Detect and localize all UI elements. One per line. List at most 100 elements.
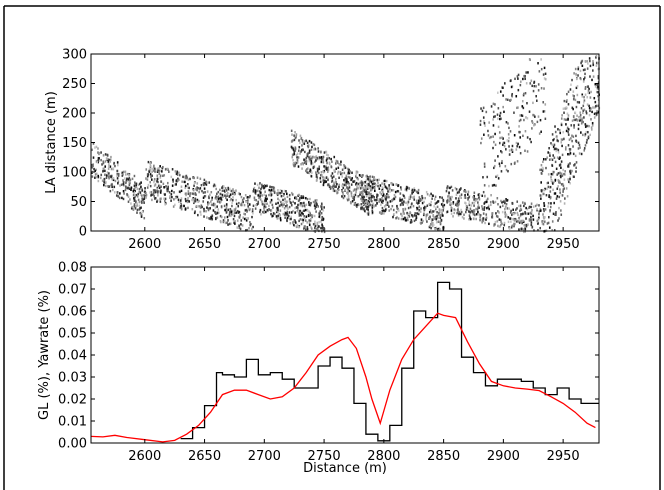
scatter-point <box>314 201 317 204</box>
scatter-point <box>230 198 233 201</box>
scatter-point <box>232 196 234 199</box>
scatter-point <box>550 179 553 182</box>
scatter-point <box>457 203 460 206</box>
scatter-point <box>306 144 309 148</box>
scatter-point <box>341 175 344 178</box>
scatter-point <box>565 187 568 190</box>
scatter-point <box>382 194 384 197</box>
scatter-point <box>213 183 216 186</box>
scatter-point <box>223 216 226 219</box>
scatter-point <box>577 141 580 145</box>
scatter-point <box>457 214 460 217</box>
scatter-point <box>383 183 386 186</box>
scatter-point <box>318 156 321 159</box>
scatter-y-axis-label: LA distance (m) <box>44 91 59 194</box>
scatter-point <box>260 213 262 216</box>
scatter-point <box>536 120 539 124</box>
scatter-point <box>478 213 481 216</box>
scatter-point <box>503 221 506 225</box>
scatter-point <box>234 209 237 213</box>
scatter-point <box>468 196 470 199</box>
scatter-point <box>486 175 489 179</box>
scatter-point <box>207 207 210 210</box>
scatter-point <box>395 217 397 220</box>
scatter-point <box>358 185 361 188</box>
scatter-point <box>311 214 314 217</box>
scatter-point <box>456 211 458 215</box>
scatter-point <box>277 191 280 195</box>
scatter-point <box>324 150 327 154</box>
scatter-point <box>417 191 420 195</box>
scatter-point <box>301 196 303 200</box>
scatter-point <box>204 182 206 185</box>
scatter-point <box>333 169 336 172</box>
scatter-point <box>516 106 518 110</box>
scatter-point <box>305 162 308 166</box>
scatter-point <box>412 204 415 208</box>
y-tick-label: 0.07 <box>58 283 87 298</box>
scatter-point <box>371 186 374 189</box>
scatter-point <box>399 186 402 189</box>
scatter-point <box>366 184 368 188</box>
scatter-point <box>128 173 130 177</box>
scatter-point <box>457 197 460 200</box>
scatter-point <box>473 197 476 200</box>
scatter-point <box>320 158 323 161</box>
scatter-point <box>356 184 358 188</box>
scatter-point <box>351 177 353 180</box>
scatter-point <box>497 210 499 213</box>
scatter-point <box>423 212 425 215</box>
scatter-point <box>523 118 525 122</box>
scatter-point <box>372 202 375 206</box>
scatter-point <box>409 211 411 214</box>
scatter-point <box>385 200 387 203</box>
scatter-point <box>573 97 575 100</box>
scatter-point <box>366 187 369 191</box>
scatter-point <box>178 200 180 204</box>
scatter-point <box>193 192 196 196</box>
scatter-point <box>363 186 366 189</box>
scatter-point <box>365 179 367 182</box>
scatter-point <box>421 221 423 224</box>
scatter-point <box>496 91 499 94</box>
scatter-point <box>235 206 237 209</box>
scatter-point <box>339 171 342 174</box>
scatter-point <box>432 223 435 227</box>
scatter-point <box>193 211 196 215</box>
scatter-point <box>390 189 393 192</box>
scatter-point <box>348 171 351 175</box>
scatter-point <box>507 169 509 173</box>
scatter-point <box>252 204 255 207</box>
scatter-point <box>519 83 522 87</box>
scatter-point <box>552 188 554 192</box>
scatter-point <box>583 108 586 111</box>
scatter-point <box>452 215 454 218</box>
scatter-point <box>523 74 525 78</box>
scatter-point <box>519 214 522 218</box>
scatter-point <box>316 156 318 160</box>
scatter-point <box>224 221 227 225</box>
scatter-point <box>221 189 224 192</box>
scatter-point <box>591 110 593 114</box>
scatter-point <box>496 174 499 177</box>
scatter-point <box>483 133 485 136</box>
scatter-point <box>98 157 100 160</box>
scatter-point <box>367 208 369 211</box>
scatter-point <box>536 219 539 223</box>
scatter-point <box>341 168 344 171</box>
scatter-point <box>551 228 553 232</box>
scatter-point <box>569 88 572 91</box>
scatter-point <box>298 193 300 197</box>
scatter-point <box>244 193 247 197</box>
scatter-point <box>92 142 95 145</box>
scatter-point <box>243 212 245 216</box>
scatter-point <box>539 118 542 122</box>
scatter-point <box>325 153 328 156</box>
scatter-point <box>129 178 132 181</box>
scatter-point <box>180 189 183 193</box>
scatter-point <box>320 205 322 208</box>
scatter-point <box>431 221 434 225</box>
scatter-point <box>402 210 405 213</box>
scatter-point <box>510 162 513 166</box>
scatter-point <box>236 226 238 229</box>
